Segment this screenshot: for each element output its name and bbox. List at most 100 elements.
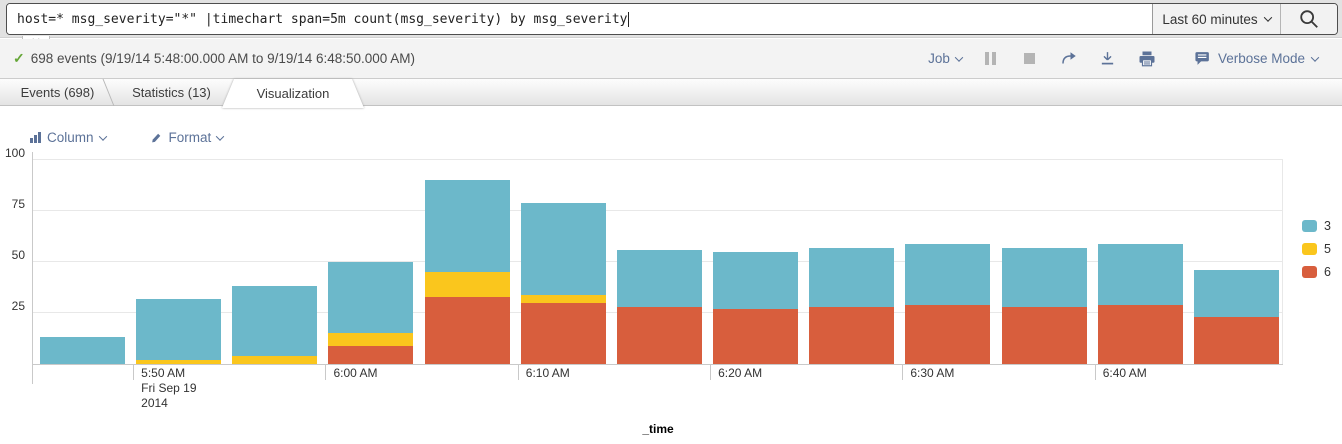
bar-615[interactable] <box>616 249 702 364</box>
time-range-picker[interactable]: Last 60 minutes <box>1152 4 1280 34</box>
x-tick-label: 5:50 AM Fri Sep 19 2014 <box>141 366 197 410</box>
bar-segment-series-5[interactable] <box>328 333 414 346</box>
bar-segment-series-3[interactable] <box>40 337 125 364</box>
legend-label: 3 <box>1324 219 1331 233</box>
chevron-down-icon <box>216 131 225 141</box>
job-status-bar: ✓ 698 events (9/19/14 5:48:00.000 AM to … <box>0 39 1342 78</box>
tab-events[interactable]: Events (698) <box>0 79 115 106</box>
text-caret <box>628 11 630 27</box>
bar-segment-series-6[interactable] <box>905 304 991 364</box>
bar-segment-series-6[interactable] <box>1001 306 1087 364</box>
export-button[interactable] <box>1098 49 1118 69</box>
legend-item-5[interactable]: 5 <box>1302 242 1331 256</box>
bar-555[interactable] <box>232 286 318 364</box>
bar-segment-series-3[interactable] <box>713 251 799 309</box>
tab-statistics[interactable]: Statistics (13) <box>115 79 228 106</box>
bar-segment-series-3[interactable] <box>520 202 606 295</box>
search-band: host=* msg_severity="*" |timechart span=… <box>0 0 1342 47</box>
bar-645[interactable] <box>1193 270 1279 364</box>
format-label: Format <box>168 130 212 145</box>
legend-label: 5 <box>1324 242 1331 256</box>
legend-item-3[interactable]: 3 <box>1302 219 1331 233</box>
bar-550[interactable] <box>136 298 222 364</box>
plot-area: _time 25 50 75 100 5:50 AM Fri Sep 19 2014 6:00… <box>5 146 1283 436</box>
search-input[interactable]: host=* msg_severity="*" |timechart span=… <box>7 4 1152 34</box>
format-menu[interactable]: Format <box>150 130 225 145</box>
download-icon <box>1102 52 1114 65</box>
bar-segment-series-6[interactable] <box>424 296 510 364</box>
bar-635[interactable] <box>1001 247 1087 364</box>
events-summary-text: 698 events (9/19/14 5:48:00.000 AM to 9/… <box>30 51 416 66</box>
x-tick <box>902 364 904 380</box>
chevron-down-icon <box>98 131 107 141</box>
bar-segment-series-3[interactable] <box>905 243 991 305</box>
x-tick <box>1094 364 1096 380</box>
share-button[interactable] <box>1059 49 1079 69</box>
legend-item-6[interactable]: 6 <box>1302 265 1331 279</box>
stop-button[interactable] <box>1020 49 1040 69</box>
bar-630[interactable] <box>905 243 991 364</box>
bar-segment-series-6[interactable] <box>616 306 702 364</box>
search-mode-selector[interactable]: Verbose Mode <box>1194 50 1320 67</box>
bar-segment-series-3[interactable] <box>616 249 702 307</box>
bar-segment-series-6[interactable] <box>713 308 799 364</box>
verbose-mode-icon <box>1195 52 1209 65</box>
bar-600[interactable] <box>328 262 414 364</box>
bar-620[interactable] <box>713 251 799 364</box>
bar-545[interactable] <box>40 337 125 364</box>
legend-swatch <box>1302 220 1317 232</box>
chart-type-label: Column <box>47 130 94 145</box>
bar-625[interactable] <box>809 247 895 364</box>
bar-605[interactable] <box>424 180 510 364</box>
gridline <box>33 159 1283 160</box>
search-button[interactable] <box>1280 4 1337 34</box>
bar-segment-series-3[interactable] <box>1001 247 1087 307</box>
tab-divider <box>102 79 115 106</box>
pause-icon <box>985 52 997 65</box>
pause-button[interactable] <box>981 49 1001 69</box>
job-menu[interactable]: Job <box>928 51 964 66</box>
bar-segment-series-3[interactable] <box>232 286 318 356</box>
bar-segment-series-3[interactable] <box>424 180 510 273</box>
x-tick-label: 6:20 AM <box>718 366 763 380</box>
stop-icon <box>1024 53 1036 64</box>
printer-icon <box>1139 51 1155 66</box>
plot-right-edge <box>1282 160 1283 364</box>
column-chart-icon <box>30 132 41 143</box>
bar-segment-series-6[interactable] <box>520 302 606 364</box>
bar-segment-series-5[interactable] <box>424 272 510 297</box>
bar-640[interactable] <box>1097 243 1183 364</box>
bar-610[interactable] <box>520 202 606 364</box>
bar-segment-series-3[interactable] <box>328 262 414 334</box>
bar-segment-series-3[interactable] <box>809 247 895 307</box>
bar-segment-series-5[interactable] <box>232 355 318 364</box>
events-summary: ✓ 698 events (9/19/14 5:48:00.000 AM to … <box>13 50 415 67</box>
bar-segment-series-6[interactable] <box>1193 317 1279 364</box>
active-tab-background <box>222 79 364 108</box>
bar-segment-series-3[interactable] <box>136 298 222 360</box>
bar-segment-series-3[interactable] <box>1193 270 1279 318</box>
y-tick-label: 75 <box>11 197 25 211</box>
bar-segment-series-5[interactable] <box>136 359 222 364</box>
chart-type-picker[interactable]: Column <box>30 130 107 145</box>
job-menu-label: Job <box>928 51 950 66</box>
y-tick-label: 25 <box>11 299 25 313</box>
chevron-down-icon <box>1310 52 1320 62</box>
results-tab-bar: Events (698) Statistics (13) Visualizati… <box>0 78 1342 106</box>
bar-segment-series-6[interactable] <box>1097 304 1183 364</box>
print-button[interactable] <box>1137 49 1157 69</box>
tab-visualization[interactable]: Visualization <box>222 79 364 108</box>
bar-segment-series-3[interactable] <box>1097 243 1183 305</box>
chevron-down-icon <box>1263 13 1272 22</box>
x-tick <box>325 364 327 380</box>
legend-swatch <box>1302 266 1317 278</box>
format-pencil-icon <box>151 133 160 143</box>
x-tick <box>133 364 135 380</box>
bar-segment-series-6[interactable] <box>809 306 895 364</box>
time-range-label: Last 60 minutes <box>1162 11 1258 27</box>
x-tick-label: 6:00 AM <box>333 366 378 380</box>
tab-label: Visualization <box>256 86 330 101</box>
bar-segment-series-5[interactable] <box>520 294 606 303</box>
bar-segment-series-6[interactable] <box>328 345 414 364</box>
